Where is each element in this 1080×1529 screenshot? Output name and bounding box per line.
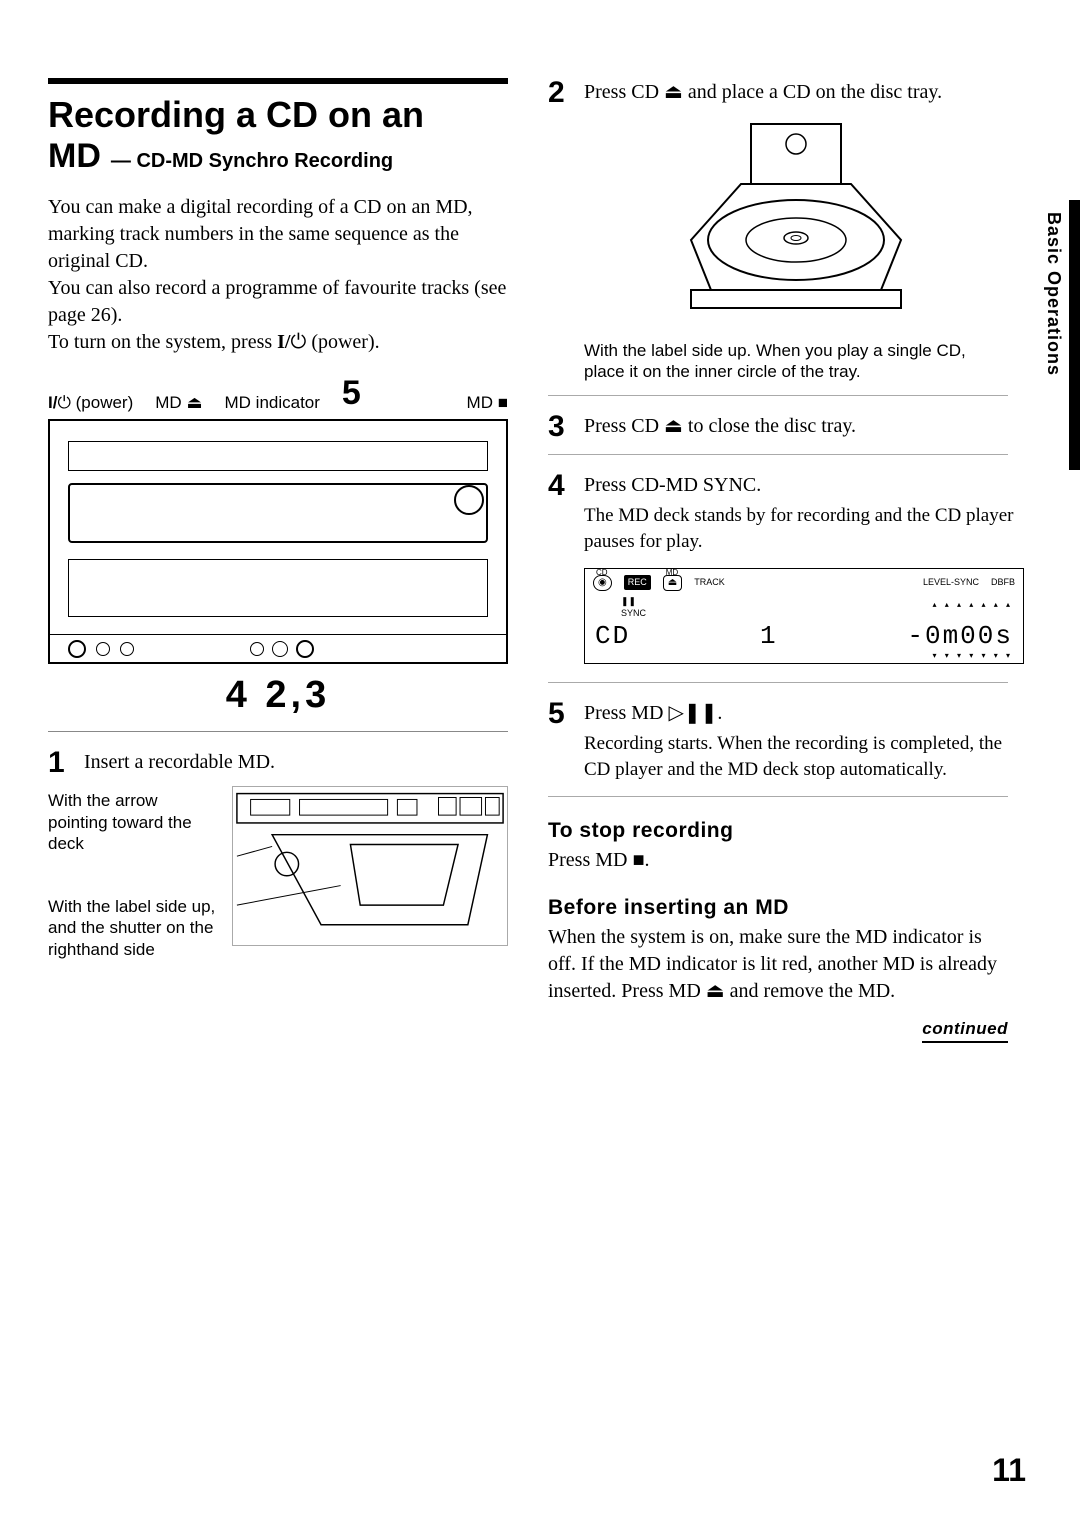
rule-after-3 — [548, 454, 1008, 455]
insert-md-figure — [232, 786, 508, 946]
step-4: 4 Press CD-MD SYNC. The MD deck stands b… — [548, 471, 1008, 670]
rule-after-5 — [548, 796, 1008, 797]
section-tab-bar — [1069, 200, 1080, 470]
rule-after-2 — [548, 395, 1008, 396]
step-3: 3 Press CD ⏏ to close the disc tray. — [548, 412, 1008, 442]
section-tab: Basic Operations — [1036, 200, 1080, 470]
eject-icon: ⏏ — [186, 393, 202, 412]
subtitle-md: MD — [48, 137, 101, 176]
lcd-main-track: 1 — [760, 618, 778, 654]
lcd-display: CD ◉ REC MD ⏏ TRACK LEVEL-SYNC DBFB — [584, 568, 1024, 664]
foot-knob-1 — [68, 640, 86, 658]
play-pause-icon: ▷❚❚ — [668, 702, 717, 724]
page-title: Recording a CD on an — [48, 94, 508, 135]
device-md-slot — [68, 441, 488, 471]
step-2-caption: With the label side up. When you play a … — [584, 340, 1008, 383]
intro-paragraph-2: You can also record a programme of favou… — [48, 275, 508, 329]
power-icon: ⏻ — [290, 331, 306, 353]
step-4-desc: The MD deck stands by for recording and … — [584, 503, 1024, 556]
step-5-body: Press MD ▷❚❚. Recording starts. When the… — [584, 699, 1008, 784]
lcd-sync: SYNC — [621, 608, 646, 618]
lcd-top-row: CD ◉ REC MD ⏏ TRACK LEVEL-SYNC DBFB — [593, 575, 1015, 591]
power-icon: ⏻ — [57, 393, 70, 412]
step1-top-rule — [48, 731, 508, 732]
callout-md-stop: MD ■ — [467, 393, 508, 413]
step-1: 1 Insert a recordable MD. — [48, 748, 508, 778]
foot-knob-3 — [120, 642, 134, 656]
lcd-main-left: CD — [595, 618, 630, 654]
step-1-body: Insert a recordable MD. — [84, 748, 508, 776]
step-3-body: Press CD ⏏ to close the disc tray. — [584, 412, 1008, 440]
disc-icon: ◉ — [598, 577, 607, 588]
lcd-track-label: TRACK — [694, 576, 725, 589]
stop-text: Press MD ■. — [548, 847, 1008, 874]
lcd-levelsync: LEVEL-SYNC — [923, 576, 979, 589]
foot-knob-4 — [250, 642, 264, 656]
callout-md-eject: MD ⏏ — [155, 393, 202, 413]
lcd-rec-badge: REC — [624, 575, 651, 590]
step-1-number: 1 — [48, 748, 72, 778]
stop-heading: To stop recording — [548, 819, 1008, 843]
foot-knob-6 — [296, 640, 314, 658]
stop-icon: ■ — [498, 393, 508, 412]
page-content: Recording a CD on an MD — CD-MD Synchro … — [48, 78, 1008, 1043]
step-2: 2 Press CD ⏏ and place a CD on the disc … — [548, 78, 1008, 383]
insert-md-figure-row: With the arrow pointing toward the deck … — [48, 786, 508, 960]
eject-icon: ⏏ — [706, 980, 725, 1002]
insert-md-labels: With the arrow pointing toward the deck … — [48, 786, 218, 960]
right-column: 2 Press CD ⏏ and place a CD on the disc … — [548, 78, 1008, 1043]
level-meter-down: ▾ ▾ ▾ ▾ ▾ ▾ ▾ — [933, 650, 1013, 661]
foot-knob-5 — [272, 641, 288, 657]
lcd-md-label: MD — [666, 567, 678, 578]
level-meter-up: ▴ ▴ ▴ ▴ ▴ ▴ ▴ — [933, 599, 1013, 610]
device-figure — [48, 419, 508, 664]
foot-knob-2 — [96, 642, 110, 656]
before-heading: Before inserting an MD — [548, 896, 1008, 920]
intro-paragraph-1: You can make a digital recording of a CD… — [48, 194, 508, 275]
eject-icon: ⏏ — [664, 81, 683, 103]
left-column: Recording a CD on an MD — CD-MD Synchro … — [48, 78, 508, 1043]
intro-paragraph-3: To turn on the system, press I/⏻ (power)… — [48, 329, 508, 356]
step-5-desc: Recording starts. When the recording is … — [584, 731, 1008, 784]
callout-md-indicator: MD indicator — [225, 393, 320, 413]
before-text: When the system is on, make sure the MD … — [548, 924, 1008, 1005]
device-display — [68, 483, 488, 543]
intro3-b: (power). — [306, 331, 379, 353]
page-number: 11 — [992, 1452, 1026, 1489]
device-control-numbers: 4 2,3 — [48, 674, 508, 717]
continued-label: continued — [922, 1019, 1008, 1043]
subtitle-text: — CD-MD Synchro Recording — [111, 150, 393, 173]
insert-label-1: With the arrow pointing toward the deck — [48, 790, 218, 854]
pause-icon: ❚❚ — [621, 596, 636, 606]
stop-icon: ■ — [632, 849, 644, 871]
insert-label-2: With the label side up, and the shutter … — [48, 896, 218, 960]
step-2-body: Press CD ⏏ and place a CD on the disc tr… — [584, 78, 1008, 383]
section-tab-label: Basic Operations — [1043, 212, 1064, 376]
step-5: 5 Press MD ▷❚❚. Recording starts. When t… — [548, 699, 1008, 784]
device-callout-labels: I/⏻ (power) MD ⏏ MD indicator 5 MD ■ — [48, 374, 508, 413]
rule-after-4 — [548, 682, 1008, 683]
eject-icon: ⏏ — [664, 415, 683, 437]
callout-5: 5 — [342, 374, 361, 413]
callout-power: I/⏻ (power) — [48, 393, 133, 413]
step-2-number: 2 — [548, 78, 572, 108]
step-4-text: Press CD-MD SYNC. — [584, 471, 1024, 499]
device-cd-tray — [68, 559, 488, 617]
step-5-number: 5 — [548, 699, 572, 729]
step-4-number: 4 — [548, 471, 572, 501]
step-4-body: Press CD-MD SYNC. The MD deck stands by … — [584, 471, 1024, 670]
cd-tray-figure — [681, 120, 911, 330]
intro3-a: To turn on the system, press — [48, 331, 277, 353]
lcd-cd-label: CD — [596, 567, 608, 578]
subtitle-row: MD — CD-MD Synchro Recording — [48, 137, 508, 176]
title-rule — [48, 78, 508, 84]
eject-icon: ⏏ — [668, 577, 677, 588]
device-foot — [50, 634, 506, 662]
step-3-number: 3 — [548, 412, 572, 442]
lcd-dbfb: DBFB — [991, 576, 1015, 589]
